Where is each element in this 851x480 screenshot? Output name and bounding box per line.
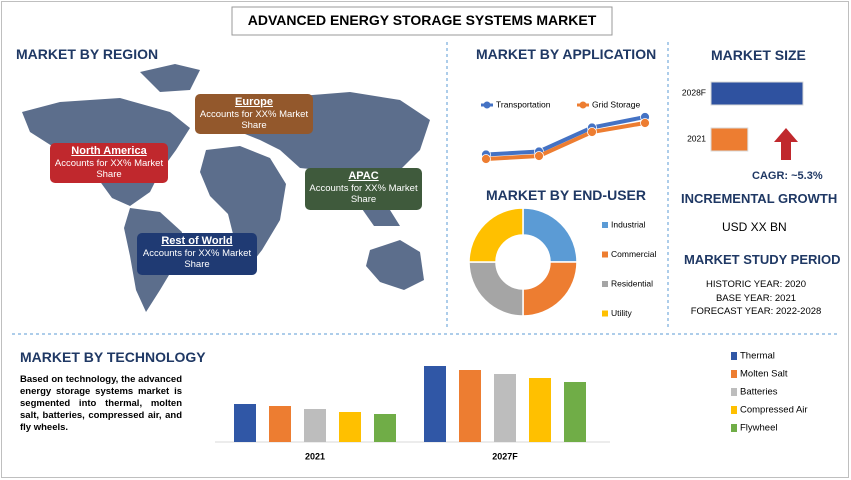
region-text: Accounts for XX% Market Share: [199, 109, 309, 131]
legend-marker: [731, 388, 737, 396]
bar: [529, 378, 551, 442]
series-line: [485, 121, 646, 161]
bar: [564, 382, 586, 442]
section-heading: MARKET BY REGION: [16, 46, 159, 62]
region-box: APAC Accounts for XX% Market Share: [305, 168, 422, 210]
legend-marker: [602, 222, 608, 228]
bar: [374, 414, 396, 442]
region-text: Accounts for XX% Market Share: [142, 248, 252, 270]
region-box: Rest of World Accounts for XX% Market Sha…: [137, 233, 257, 275]
region-box: Europe Accounts for XX% Market Share: [195, 94, 313, 134]
point: [587, 127, 597, 137]
legend-marker: [731, 406, 737, 414]
bar: [304, 409, 326, 442]
region-text: Accounts for XX% Market Share: [54, 158, 164, 180]
growth-value: USD XX BN: [722, 220, 787, 234]
bar: [459, 370, 481, 442]
legend-marker: [579, 101, 587, 109]
donut-segment: [468, 207, 524, 263]
region-text: Accounts for XX% Market Share: [309, 183, 418, 205]
region-name: North America: [71, 145, 147, 157]
series-line: [485, 115, 646, 157]
point: [640, 118, 650, 128]
legend-label: Flywheel: [740, 423, 778, 434]
legend-label: Molten Salt: [740, 369, 788, 380]
x-tick-label: 2027F: [492, 451, 518, 461]
donut-segment: [468, 261, 524, 317]
y-tick-label: 2028F: [682, 87, 706, 97]
section-heading: MARKET BY END-USER: [486, 187, 646, 203]
study-line: HISTORIC YEAR: 2020: [706, 279, 806, 290]
region-box: North America Accounts for XX% Market Sha…: [50, 143, 168, 183]
legend-marker: [731, 370, 737, 378]
region-name: APAC: [348, 170, 379, 182]
legend-marker: [483, 101, 491, 109]
legend-label: Batteries: [740, 387, 778, 398]
bar: [269, 406, 291, 442]
legend-label: Residential: [611, 278, 653, 288]
page-title: ADVANCED ENERGY STORAGE SYSTEMS MARKET: [247, 12, 597, 28]
section-heading: INCREMENTAL GROWTH: [681, 191, 838, 206]
study-period: HISTORIC YEAR: 2020 BASE YEAR: 2021 FORE…: [672, 278, 840, 319]
legend-marker: [602, 281, 608, 287]
bar: [494, 374, 516, 442]
donut-segment: [522, 261, 578, 317]
y-tick-label: 2021: [687, 133, 706, 143]
legend-label: Transportation: [496, 99, 551, 109]
study-line: FORECAST YEAR: 2022-2028: [690, 306, 822, 317]
region-name: Europe: [235, 96, 273, 108]
legend-marker: [602, 310, 608, 317]
legend-marker: [602, 251, 608, 258]
cagr: CAGR: ~5.3%: [752, 170, 823, 182]
title-box: [231, 6, 613, 36]
bar: [710, 127, 749, 152]
bar: [424, 366, 446, 442]
legend-label: Utility: [611, 308, 633, 318]
section-heading: MARKET STUDY PERIOD: [684, 252, 841, 267]
point: [481, 154, 491, 164]
legend-label: Grid Storage: [592, 99, 640, 109]
technology-text: Based on technology, the advanced energy…: [20, 374, 182, 433]
section-heading: MARKET BY TECHNOLOGY: [20, 349, 206, 365]
x-tick-label: 2021: [305, 451, 325, 461]
growth-arrow: [774, 128, 798, 160]
legend-marker: [731, 352, 737, 360]
legend-label: Compressed Air: [740, 405, 808, 416]
legend-label: Commercial: [611, 249, 656, 259]
region-name: Rest of World: [161, 235, 233, 247]
section-heading: MARKET SIZE: [711, 47, 806, 63]
legend-label: Thermal: [740, 351, 775, 362]
legend-label: Industrial: [611, 219, 646, 229]
bar: [710, 81, 804, 106]
bar: [339, 412, 361, 442]
study-line: BASE YEAR: 2021: [715, 292, 797, 304]
point: [534, 151, 544, 161]
bar: [234, 404, 256, 442]
section-heading: MARKET BY APPLICATION: [476, 46, 657, 62]
donut-segment: [522, 207, 578, 263]
legend-marker: [731, 424, 737, 432]
